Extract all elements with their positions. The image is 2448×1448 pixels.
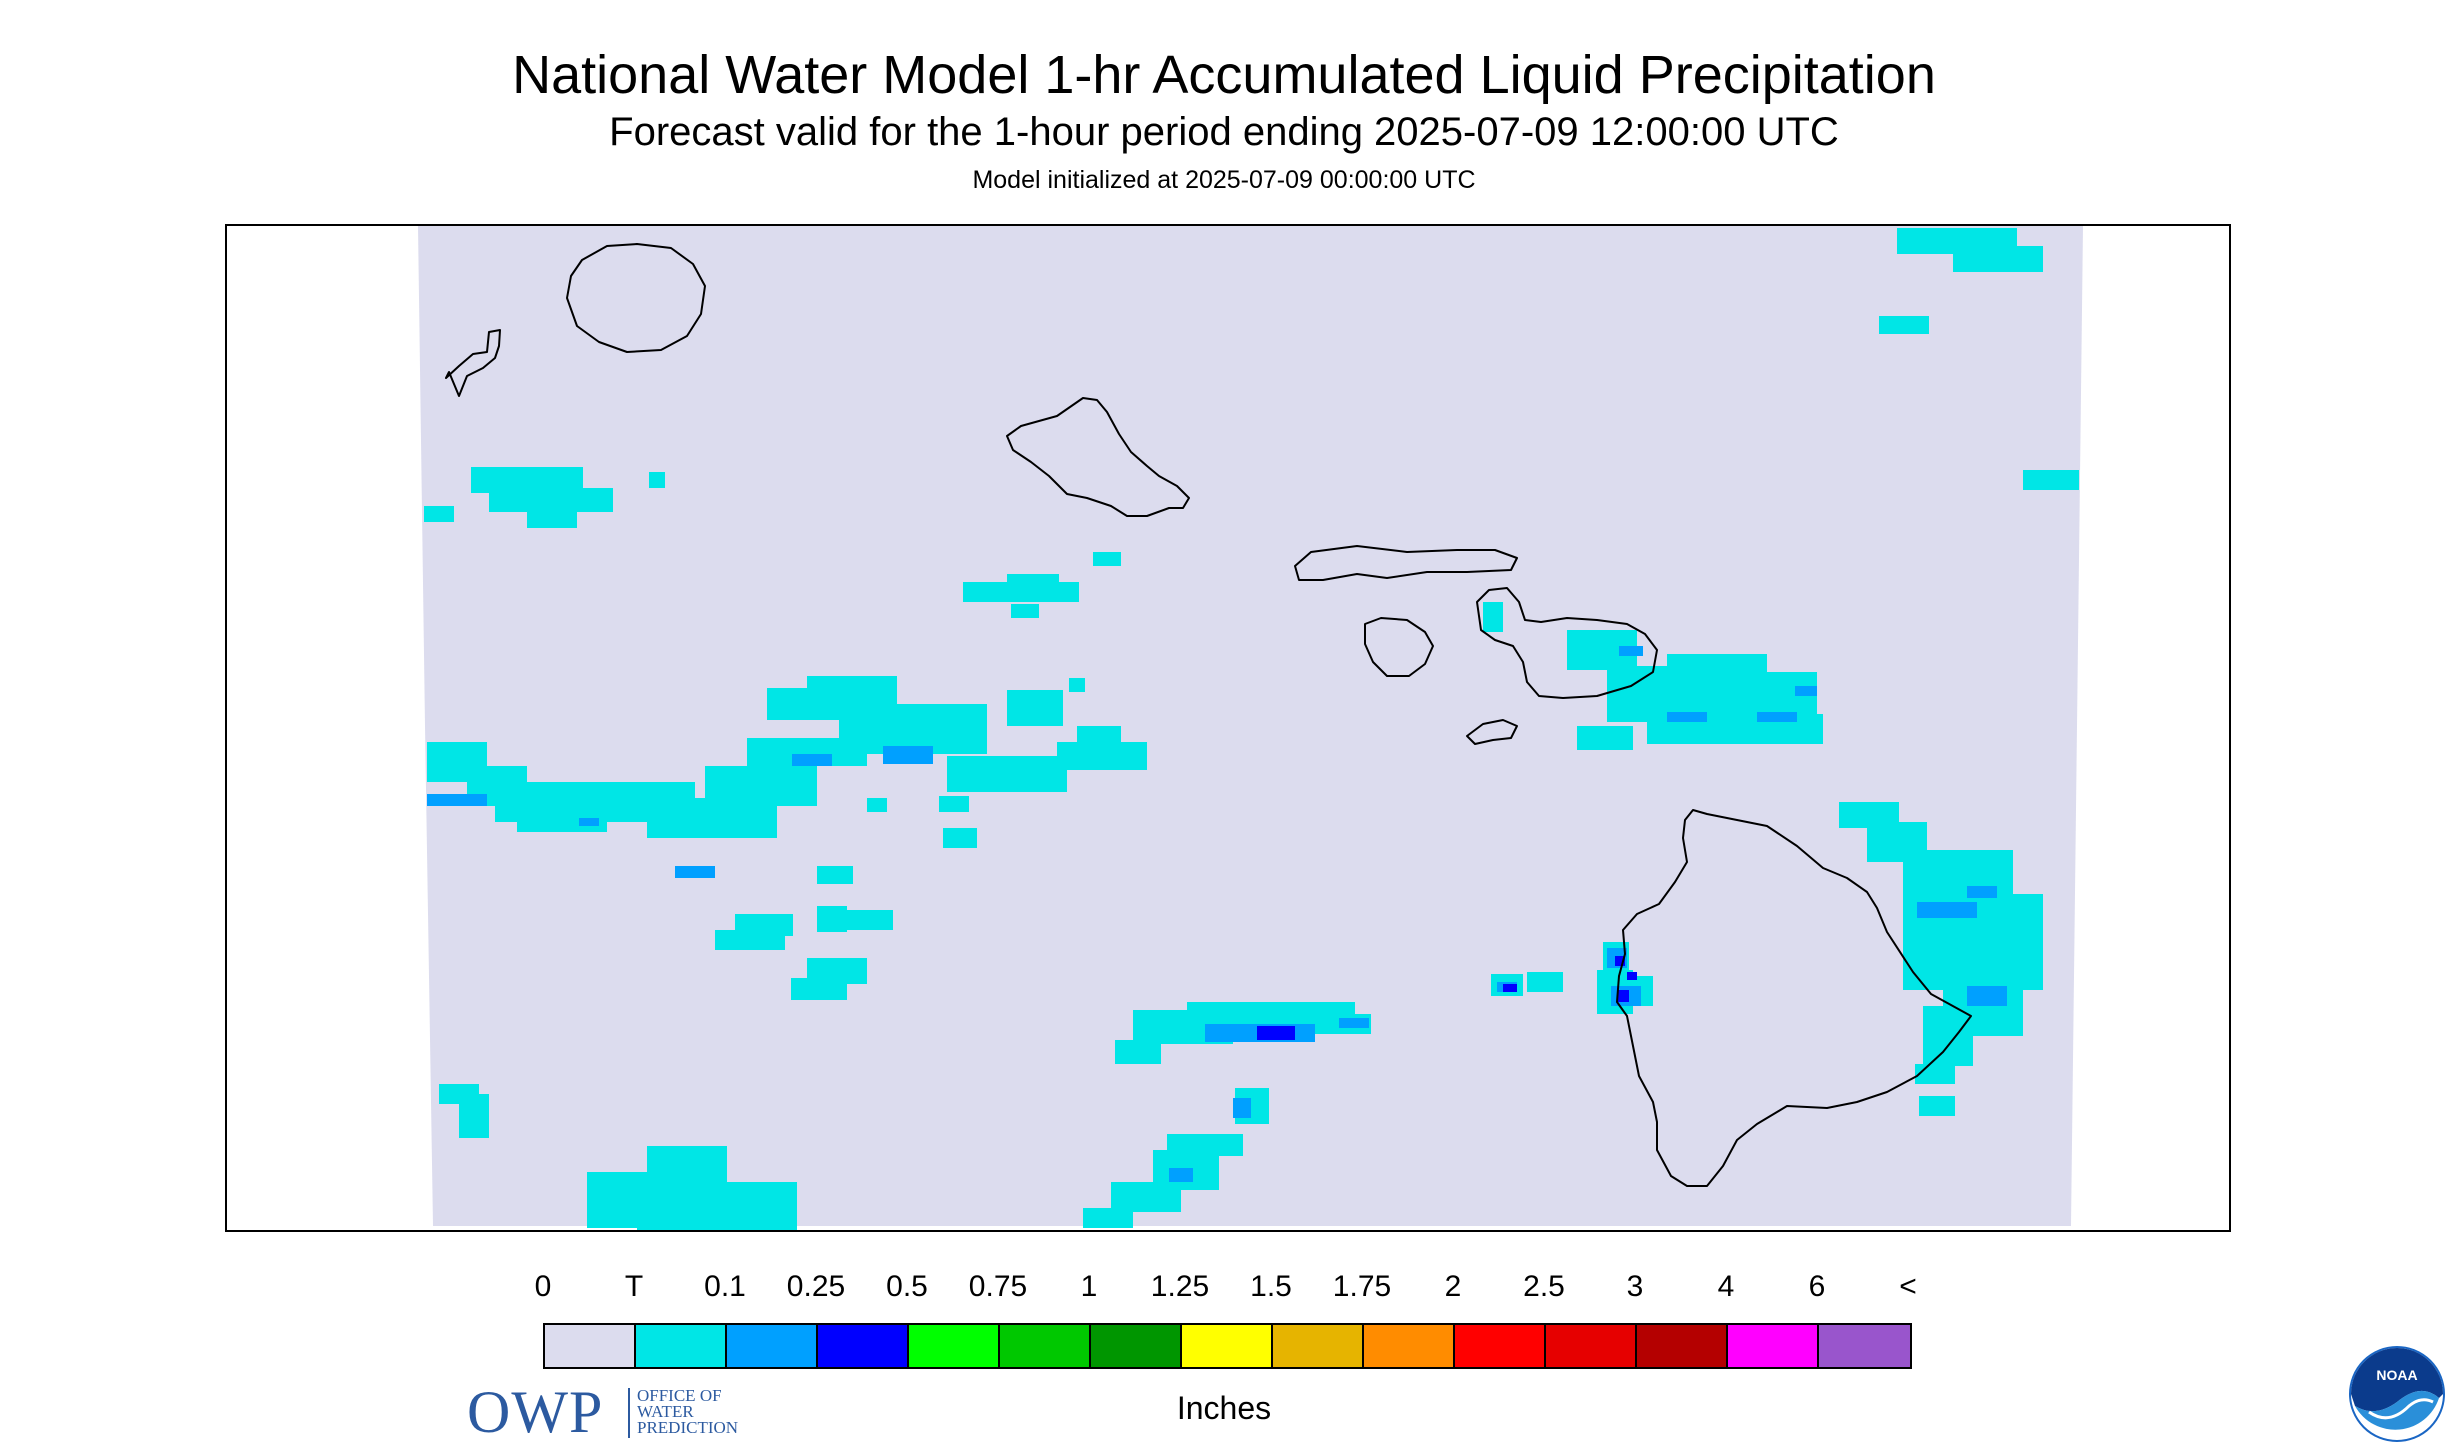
legend-swatch xyxy=(727,1325,818,1367)
owp-letters: OWP xyxy=(467,1379,604,1445)
legend-units: Inches xyxy=(1176,1390,1272,1426)
legend-swatch xyxy=(1364,1325,1455,1367)
owp-logo: OWP OFFICE OF WATER PREDICTION xyxy=(467,1382,787,1442)
legend-swatch xyxy=(818,1325,909,1367)
noaa-logo: NOAA xyxy=(2349,1346,2445,1442)
owp-text: OFFICE OF WATER PREDICTION xyxy=(637,1386,739,1437)
legend-swatch xyxy=(1000,1325,1091,1367)
legend-label: 6 xyxy=(1808,1270,1826,1303)
noaa-text: NOAA xyxy=(2376,1367,2417,1383)
precip-heavy xyxy=(1257,956,1637,1040)
legend-label: 0.5 xyxy=(886,1270,928,1303)
legend-label: 1.5 xyxy=(1250,1270,1292,1303)
legend-colorbar xyxy=(543,1323,1912,1369)
legend-label: < xyxy=(1899,1270,1917,1303)
legend-label: 0.1 xyxy=(704,1270,746,1303)
legend-swatch xyxy=(1637,1325,1728,1367)
legend-swatch xyxy=(545,1325,636,1367)
legend-label: 1 xyxy=(1080,1270,1098,1303)
legend-swatch xyxy=(1455,1325,1546,1367)
precip-trace xyxy=(424,228,2079,1230)
legend-labels: 0 T 0.1 0.25 0.5 0.75 1 1.25 1.5 1.75 2 … xyxy=(0,1270,2448,1310)
legend-label: 0.75 xyxy=(968,1270,1028,1303)
legend-label: 2 xyxy=(1444,1270,1462,1303)
forecast-valid-subtitle: Forecast valid for the 1-hour period end… xyxy=(609,110,1839,154)
legend-label: 4 xyxy=(1717,1270,1735,1303)
legend-swatch xyxy=(1728,1325,1819,1367)
legend-swatch xyxy=(909,1325,1000,1367)
legend-swatch xyxy=(636,1325,727,1367)
legend-swatch xyxy=(1091,1325,1182,1367)
island-coastlines xyxy=(445,243,1972,1187)
map-frame: OWP OFFICE OF WATER PREDICTION NOAA xyxy=(225,224,2445,1442)
legend-label: T xyxy=(624,1270,644,1303)
legend-label: 1.25 xyxy=(1150,1270,1210,1303)
owp-divider xyxy=(628,1388,630,1438)
legend-swatch xyxy=(1273,1325,1364,1367)
legend-swatch xyxy=(1546,1325,1637,1367)
precipitation-map xyxy=(418,226,2083,1230)
legend-swatch xyxy=(1182,1325,1273,1367)
model-domain xyxy=(418,226,2083,1226)
legend-label: 1.75 xyxy=(1332,1270,1392,1303)
legend-label: 0.25 xyxy=(786,1270,846,1303)
model-init-text: Model initialized at 2025-07-09 00:00:00… xyxy=(972,166,1476,194)
legend-label: 0 xyxy=(534,1270,552,1303)
legend-label: 2.5 xyxy=(1523,1270,1565,1303)
legend-label: 3 xyxy=(1626,1270,1644,1303)
legend-swatch xyxy=(1819,1325,1910,1367)
chart-title: National Water Model 1-hr Accumulated Li… xyxy=(512,45,1936,105)
